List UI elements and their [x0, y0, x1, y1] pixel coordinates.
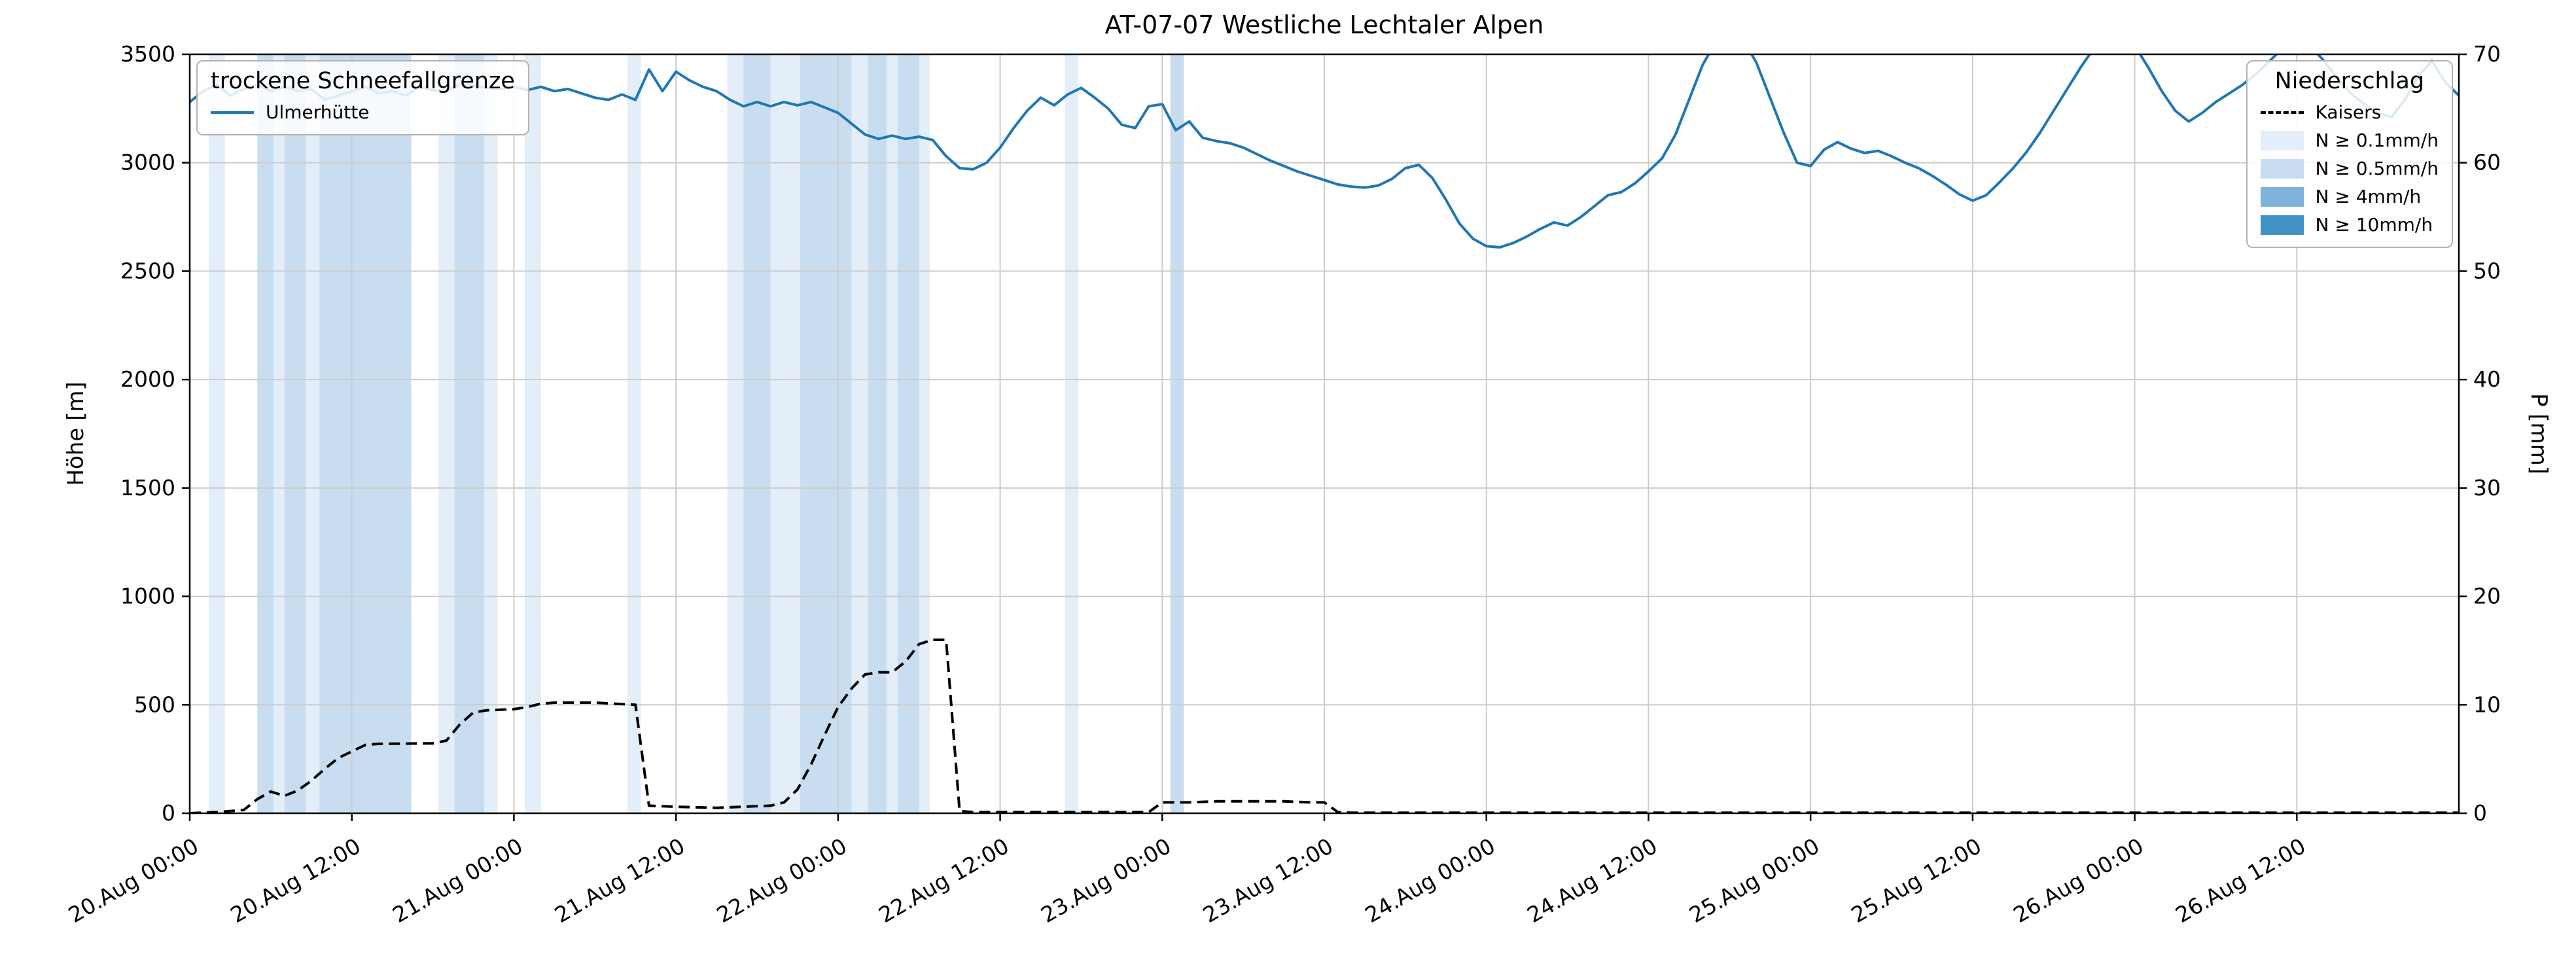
y-left-tick-label: 2000: [120, 366, 175, 392]
series-layer: [190, 54, 2459, 813]
y-right-tick-label: 10: [2473, 692, 2501, 717]
precip-band: [770, 54, 801, 813]
y-right-tick-label: 50: [2473, 258, 2501, 283]
precip-band: [438, 54, 455, 813]
x-tick-label: 22.Aug 00:00: [713, 833, 851, 928]
y-right-tick-label: 30: [2473, 475, 2501, 501]
patch-swatch-icon: [2260, 215, 2304, 235]
legend-entry-label: N ≥ 10mm/h: [2315, 214, 2433, 236]
snowline-series-path: [190, 54, 2459, 249]
y-right-tick-label: 0: [2473, 800, 2487, 826]
patch-swatch-icon: [2260, 186, 2304, 207]
legend-entry-label: Ulmerhütte: [266, 101, 370, 123]
precip-band: [484, 54, 498, 813]
patch-swatch-icon: [2260, 130, 2304, 150]
precip-band: [306, 54, 320, 813]
x-tick-label: 22.Aug 12:00: [874, 833, 1013, 928]
precip-band: [1170, 54, 1184, 813]
precip-band: [257, 54, 273, 813]
x-tick-label: 25.Aug 00:00: [1685, 833, 1824, 928]
y-right-tick-label: 40: [2473, 366, 2501, 392]
x-tick-label: 26.Aug 00:00: [2009, 833, 2147, 928]
x-tick-label: 23.Aug 00:00: [1036, 833, 1175, 928]
y-left-tick-label: 500: [134, 692, 175, 717]
precip-band: [851, 54, 868, 813]
precip-band: [627, 54, 641, 813]
x-tick-label: 24.Aug 12:00: [1523, 833, 1661, 928]
legend-entry-label: N ≥ 0.1mm/h: [2315, 130, 2439, 151]
precip-band: [454, 54, 485, 813]
y-left-tick-label: 3000: [120, 150, 175, 175]
y-left-tick-label: 3500: [120, 41, 175, 67]
legend-entry-label: N ≥ 0.5mm/h: [2315, 158, 2439, 179]
precip-band: [273, 54, 285, 813]
precip-bands-layer: [208, 54, 1184, 813]
y-left-tick-label: 2500: [120, 258, 175, 283]
tick-marks: [182, 53, 2467, 821]
precip-series-path: [190, 638, 2459, 813]
x-tick-label: 24.Aug 00:00: [1361, 833, 1500, 928]
precip-band: [727, 54, 744, 813]
legend-entry: Kaisers: [2260, 98, 2439, 126]
precip-band: [800, 54, 852, 813]
y-left-tick-label: 0: [162, 800, 175, 826]
x-tick-label: 23.Aug 12:00: [1199, 833, 1337, 928]
precip-band: [887, 54, 898, 813]
precip-band: [319, 54, 412, 813]
legend-entry: Ulmerhütte: [211, 98, 515, 126]
legend-precip-title: Niederschlag: [2274, 68, 2425, 94]
precip-band: [897, 54, 919, 813]
legend-entry: N ≥ 10mm/h: [2260, 211, 2439, 239]
legend-snowline: trockene Schneefallgrenze Ulmerhütte: [196, 60, 529, 135]
patch-swatch-icon: [2260, 158, 2304, 179]
x-tick-label: 20.Aug 00:00: [64, 833, 203, 928]
line-swatch-icon: [211, 111, 254, 114]
y-left-tick-label: 1000: [120, 584, 175, 609]
precip-band: [868, 54, 887, 813]
legend-entry-label: N ≥ 4mm/h: [2315, 186, 2422, 207]
y-right-tick-label: 20: [2473, 584, 2501, 609]
precip-band: [284, 54, 306, 813]
legend-entry: N ≥ 0.1mm/h: [2260, 126, 2439, 154]
y-right-tick-label: 70: [2473, 41, 2501, 67]
y-right-tick-label: 60: [2473, 150, 2501, 175]
x-tick-label: 26.Aug 12:00: [2171, 833, 2310, 928]
dashed-line-swatch-icon: [2260, 111, 2304, 114]
x-tick-label: 21.Aug 00:00: [388, 833, 527, 928]
y-axis-label-right: P [mm]: [2526, 393, 2552, 475]
y-axis-label-left: Höhe [m]: [63, 381, 89, 486]
x-tick-label: 21.Aug 12:00: [550, 833, 689, 928]
precip-band: [919, 54, 930, 813]
legend-precip: Niederschlag Kaisers N ≥ 0.1mm/h N ≥ 0.5mm…: [2246, 60, 2453, 248]
precip-band: [208, 54, 225, 813]
legend-entry: N ≥ 4mm/h: [2260, 183, 2439, 211]
chart-title: AT-07-07 Westliche Lechtaler Alpen: [1104, 10, 1544, 39]
legend-precip-entries: Kaisers N ≥ 0.1mm/h N ≥ 0.5mm/h N ≥ 4mm/h N …: [2260, 98, 2439, 239]
x-tick-label: 20.Aug 12:00: [226, 833, 365, 928]
legend-entry-label: Kaisers: [2315, 101, 2382, 123]
precip-band: [524, 54, 541, 813]
precip-band: [743, 54, 771, 813]
legend-snowline-title: trockene Schneefallgrenze: [211, 68, 515, 94]
precip-band: [1065, 54, 1079, 813]
legend-snowline-entries: Ulmerhütte: [211, 98, 515, 126]
legend-entry: N ≥ 0.5mm/h: [2260, 154, 2439, 183]
x-tick-label: 25.Aug 12:00: [1847, 833, 1986, 928]
y-left-tick-label: 1500: [120, 475, 175, 501]
